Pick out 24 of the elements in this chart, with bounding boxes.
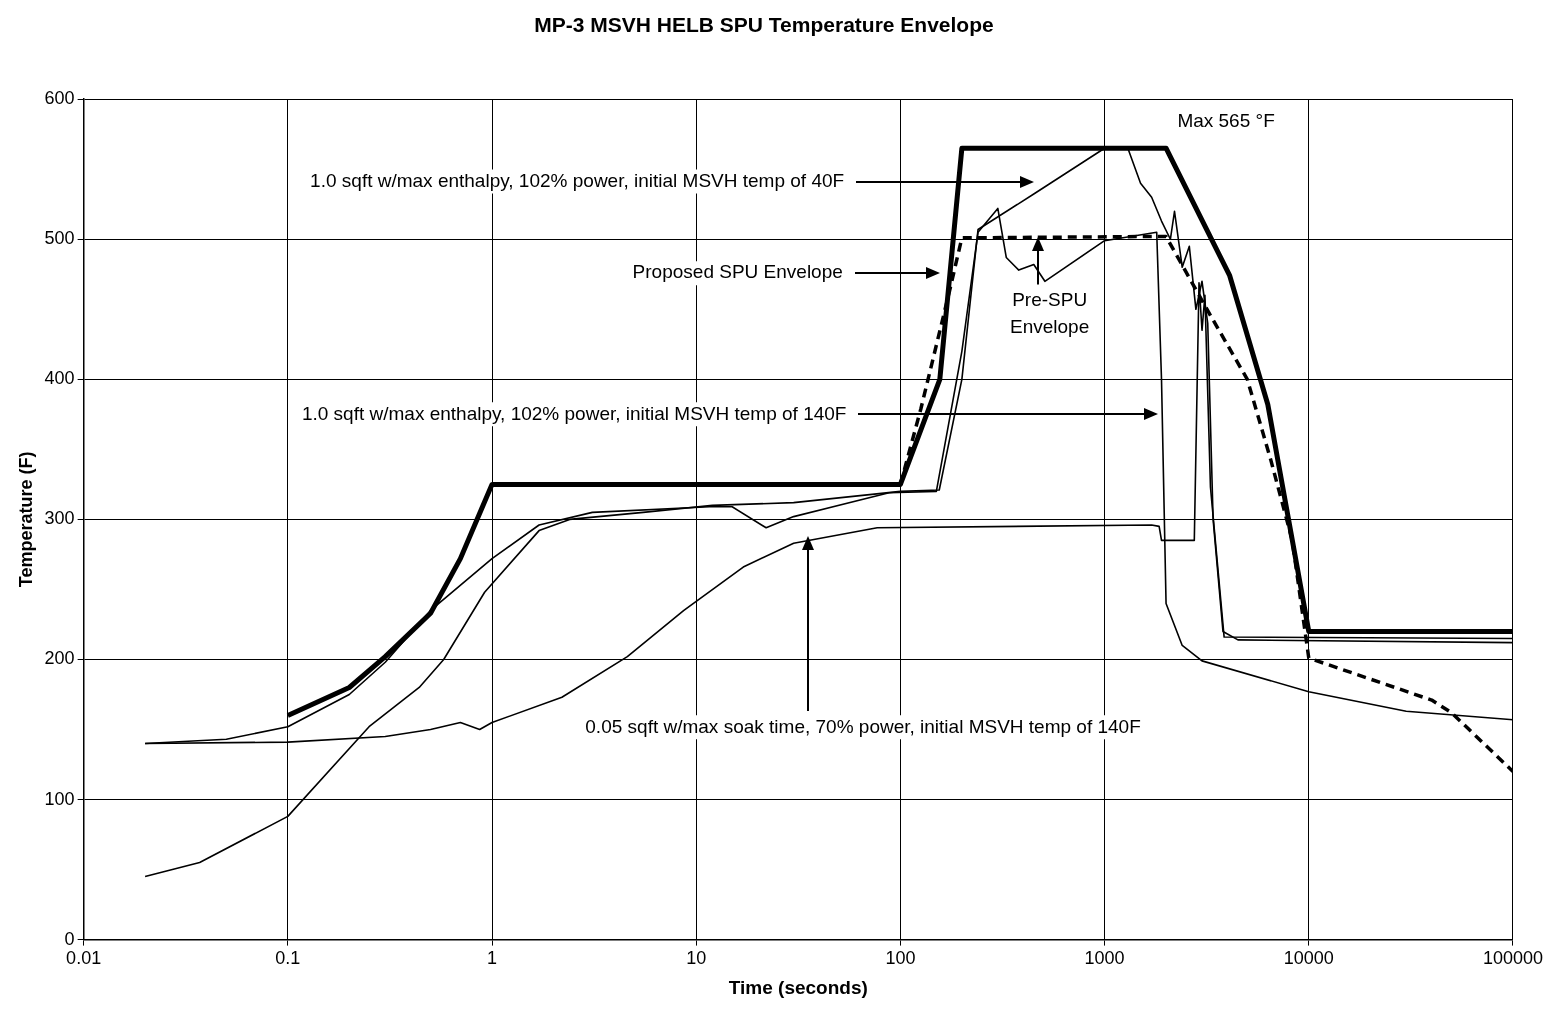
y-axis-title: Temperature (F) (15, 451, 36, 588)
annotation: 1.0 sqft w/max enthalpy, 102% power, initial MSVH temp of 140F (301, 402, 847, 424)
x-tick-label: 100000 (1482, 948, 1544, 969)
y-tick-label: 500 (44, 228, 75, 249)
x-axis-title: Time (seconds) (728, 976, 868, 998)
y-tick-label: 200 (44, 648, 75, 669)
x-tick-label: 1000 (1084, 948, 1125, 969)
annotation: Pre-SPU Envelope (1010, 289, 1090, 338)
x-tick-label: 0.01 (66, 948, 102, 969)
y-tick-label: 0 (64, 928, 75, 949)
y-tick-label: 400 (44, 368, 75, 389)
annotation: Proposed SPU Envelope (632, 261, 843, 283)
x-tick-label: 100 (885, 948, 916, 969)
y-tick-label: 600 (44, 88, 75, 109)
x-tick-label: 1 (487, 948, 498, 969)
x-tick-label: 10 (686, 948, 707, 969)
y-tick-label: 300 (44, 508, 75, 529)
y-tick-label: 100 (44, 788, 75, 809)
annotation: 0.05 sqft w/max soak time, 70% power, initial MSVH temp of 140F (585, 715, 1141, 737)
annotation: Max 565 °F (1177, 110, 1275, 132)
x-tick-label: 0.1 (275, 948, 301, 969)
annotation: 1.0 sqft w/max enthalpy, 102% power, initial MSVH temp of 40F (310, 169, 845, 191)
x-tick-label: 10000 (1283, 948, 1334, 969)
chart-title: MP-3 MSVH HELB SPU Temperature Envelope (534, 13, 994, 37)
